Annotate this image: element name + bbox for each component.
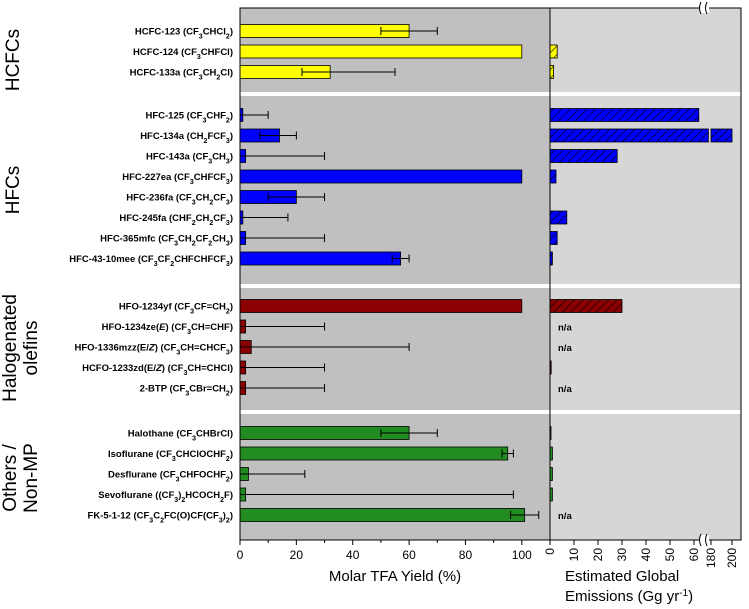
- emission-bar-upper: [710, 128, 733, 143]
- emission-bar: [549, 149, 618, 163]
- emission-bar: [549, 44, 558, 59]
- na-label: n/a: [558, 343, 572, 354]
- row-label: HFC-43-10mee (CF3CF2CHFCHFCF3): [69, 254, 233, 268]
- row-label: HCFC-124 (CF3CHFCl): [133, 47, 233, 61]
- em-tick-label: 20: [591, 548, 605, 562]
- emission-bar: [549, 231, 558, 245]
- row-label: HCFC-133a (CF3CH2Cl): [130, 68, 233, 82]
- em-tick-label: 60: [687, 548, 701, 562]
- group-label-1: HFCs: [3, 166, 24, 215]
- em-tick-label: 200: [725, 548, 739, 568]
- row-label: Desflurane (CF3CHFOCHF2): [108, 470, 233, 484]
- row-label: HFC-134a (CH2FCF3): [140, 131, 233, 145]
- row-label: Isoflurane (CF3CHClOCHF2): [108, 449, 233, 463]
- em-tick-label: 0: [543, 548, 557, 555]
- row-label: HFC-236fa (CF3CH2CF3): [126, 193, 233, 207]
- na-label: n/a: [558, 323, 572, 334]
- tfa-bar: [239, 169, 523, 184]
- emissions-title-line2: Emissions (Gg yr-1): [565, 588, 693, 606]
- axis-break-mark: [699, 1, 702, 15]
- tfa-bar: [239, 508, 526, 522]
- tfa-bar: [239, 251, 402, 266]
- emission-bar: [549, 210, 568, 225]
- x-tick-label: 0: [237, 548, 244, 562]
- emissions-title-line1: Estimated Global: [565, 568, 679, 585]
- em-tick-label: 50: [663, 548, 677, 562]
- x-tick-label: 60: [402, 548, 416, 562]
- emission-bar: [549, 108, 700, 122]
- row-label: HFC-365mfc (CF3CH2CF2CH3): [100, 234, 233, 248]
- x-axis-title: Molar TFA Yield (%): [329, 568, 461, 585]
- row-label: HFC-245fa (CHF2CH2CF3): [119, 213, 233, 227]
- axis-break-gap: [700, 3, 709, 13]
- emission-bar: [549, 128, 709, 143]
- x-tick-label: 80: [459, 548, 473, 562]
- x-tick-label: 40: [346, 548, 360, 562]
- row-label: HFO-1234yf (CF3CF=CH2): [119, 302, 233, 316]
- row-label: 2-BTP (CF3CBr=CH2): [140, 384, 233, 398]
- em-tick-label: 180: [704, 548, 718, 568]
- group-label-0: HCFCs: [3, 29, 24, 91]
- row-label: Sevoflurane ((CF3)2HCOCH2F): [98, 490, 233, 504]
- row-label: HCFC-123 (CF3CHCl2): [135, 27, 233, 41]
- row-label: HFC-125 (CF3CHF2): [145, 111, 233, 125]
- tfa-bar: [239, 44, 523, 59]
- group-label-2: Halogenatedolefins: [0, 294, 42, 402]
- em-tick-label: 40: [639, 548, 653, 562]
- axis-break-gap: [700, 535, 709, 545]
- group-label-3: Others /Non-MP: [0, 443, 42, 513]
- row-label: FK-5-1-12 (CF3C2FC(O)CF(CF3)2): [88, 511, 233, 525]
- row-label: HFC-227ea (CF3CHFCF3): [122, 172, 233, 186]
- emission-bar: [549, 299, 623, 313]
- em-tick-label: 30: [615, 548, 629, 562]
- na-label: n/a: [558, 384, 572, 395]
- row-label: HFO-1336mzz(E/Z) (CF3CH=CHCF3): [74, 343, 233, 357]
- axis-break-mark: [705, 533, 708, 547]
- emission-bar: [549, 169, 557, 184]
- axis-break-mark: [699, 533, 702, 547]
- row-label: HCFO-1233zd(E/Z) (CF3CH=CHCl): [82, 363, 233, 377]
- em-tick-label: 10: [567, 548, 581, 562]
- na-label: n/a: [558, 511, 572, 522]
- tfa-bar: [239, 299, 523, 313]
- row-label: HFC-143a (CF3CH3): [146, 152, 233, 166]
- row-label: HFO-1234ze(E) (CF3CH=CHF): [102, 322, 233, 336]
- emissions-panel-bg: [550, 8, 741, 540]
- axis-break-mark: [705, 1, 708, 15]
- emission-bar: [549, 65, 554, 79]
- row-label: Halothane (CF3CHBrCl): [128, 429, 233, 443]
- x-tick-label: 20: [290, 548, 304, 562]
- tfa-bar: [239, 446, 509, 461]
- x-tick-label: 100: [512, 548, 532, 562]
